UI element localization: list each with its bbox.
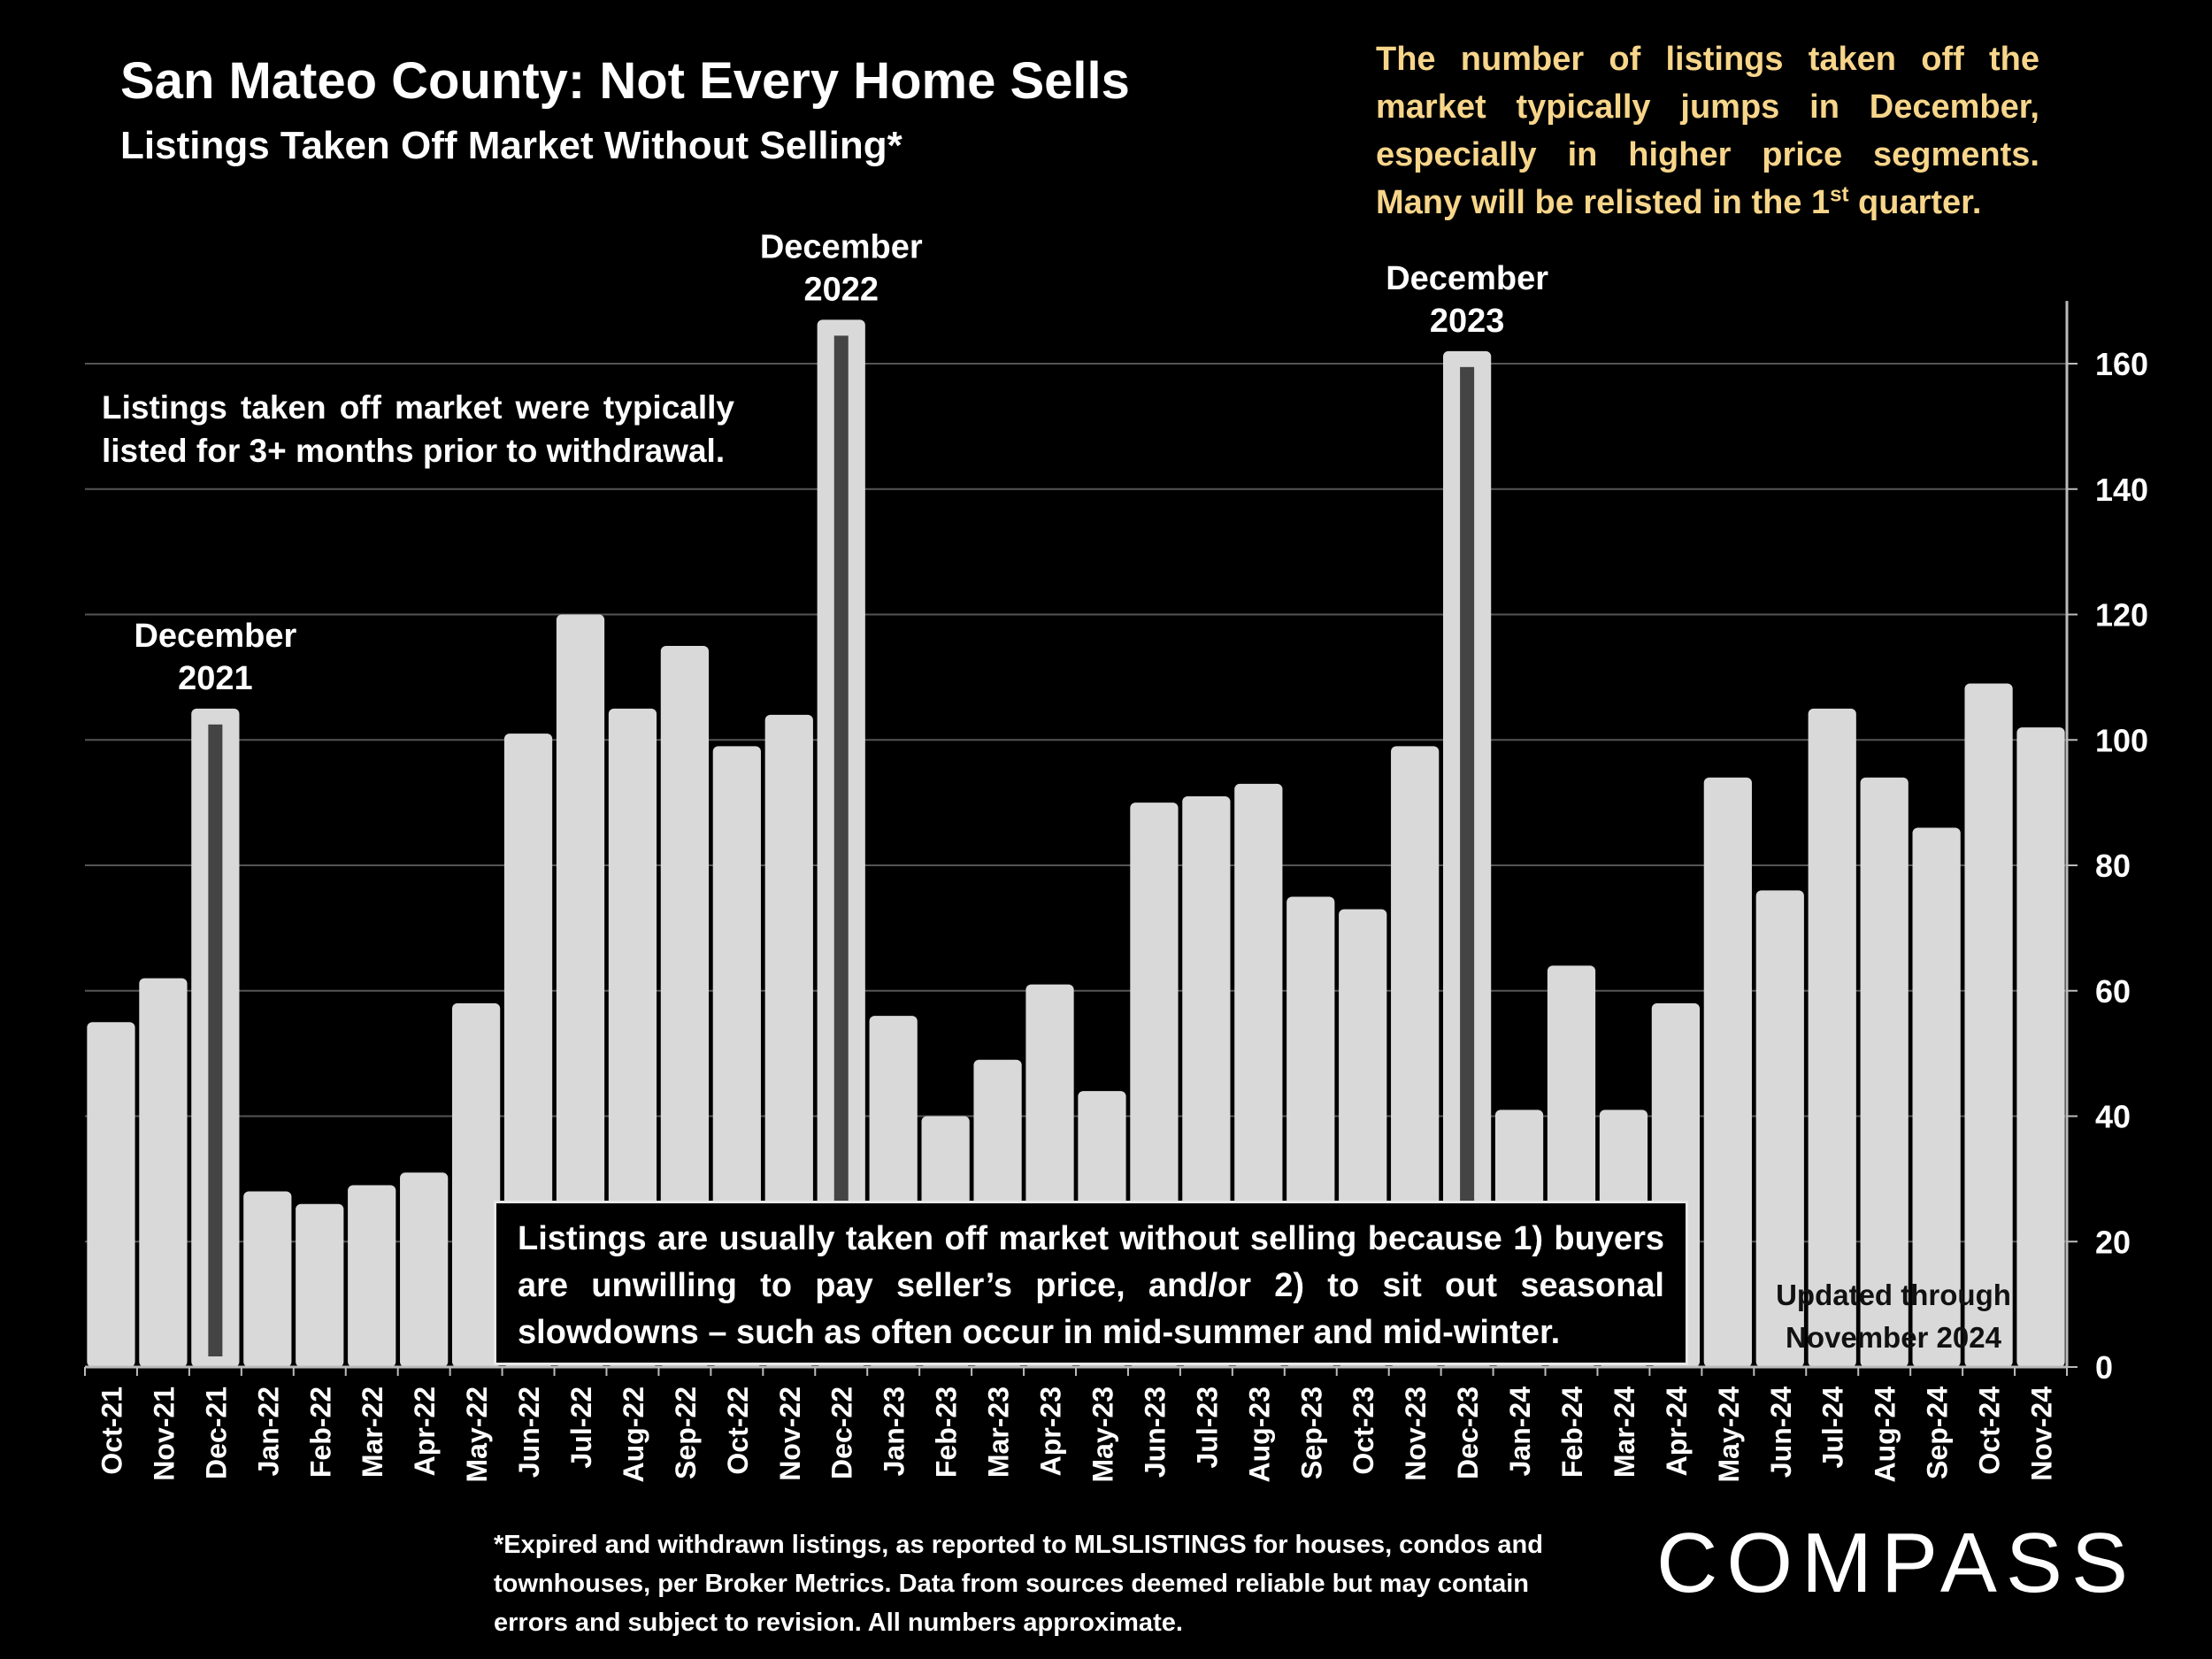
x-tick-label: Oct-23 bbox=[1348, 1386, 1379, 1475]
axes bbox=[84, 301, 2078, 1376]
bar-may-22 bbox=[451, 1002, 501, 1367]
bar-apr-22 bbox=[400, 1172, 449, 1367]
x-tick-label: Apr-24 bbox=[1661, 1386, 1693, 1477]
x-tick-label: Feb-22 bbox=[304, 1386, 336, 1478]
x-tick-label: Oct-22 bbox=[722, 1386, 754, 1475]
top-right-note-sup: st bbox=[1830, 182, 1849, 207]
y-tick-label: 0 bbox=[2095, 1349, 2113, 1386]
y-tick-label: 100 bbox=[2095, 722, 2148, 758]
bar-sep-24 bbox=[1912, 827, 1961, 1367]
top-right-note: The number of listings taken off the mar… bbox=[1376, 35, 2039, 227]
bar-nov-21 bbox=[139, 978, 188, 1367]
y-tick-label: 120 bbox=[2095, 597, 2148, 634]
x-tick-label: May-23 bbox=[1087, 1386, 1118, 1483]
gridlines bbox=[85, 363, 2067, 1243]
x-tick-label: Feb-24 bbox=[1556, 1386, 1588, 1478]
bar-nov-24 bbox=[2016, 727, 2065, 1367]
x-tick-label: Aug-24 bbox=[1870, 1386, 1901, 1483]
compass-logo: COMPASS bbox=[1656, 1516, 2137, 1610]
y-tick-label: 80 bbox=[2095, 848, 2131, 884]
x-tick-label: Sep-24 bbox=[1922, 1386, 1954, 1479]
x-tick-label: Dec-22 bbox=[826, 1386, 858, 1479]
bar-oct-24 bbox=[1964, 683, 2013, 1367]
x-tick-label: Mar-24 bbox=[1609, 1386, 1640, 1478]
bar-jul-24 bbox=[1808, 708, 1856, 1367]
annotation-line-2: 2021 bbox=[178, 660, 253, 697]
x-tick-label: Sep-23 bbox=[1295, 1386, 1327, 1479]
highlight-stripe-dec-23 bbox=[1460, 366, 1475, 1357]
x-tick-label: Nov-24 bbox=[2026, 1386, 2058, 1481]
x-tick-label: Jul-22 bbox=[565, 1386, 597, 1468]
x-tick-label: Sep-22 bbox=[670, 1386, 702, 1479]
x-tick-label: Nov-23 bbox=[1400, 1386, 1432, 1481]
x-tick-label: Mar-23 bbox=[983, 1386, 1015, 1478]
annotation-line-2: 2023 bbox=[1430, 303, 1505, 340]
updated-line-1: Updated through bbox=[1776, 1279, 2011, 1311]
bar-may-24 bbox=[1703, 777, 1752, 1367]
left-note: Listings taken off market were typically… bbox=[102, 389, 734, 469]
y-tick-labels: 0 20 40 60 80 100 120 140 160 bbox=[2095, 346, 2148, 1386]
top-right-note-text: The number of listings taken off the mar… bbox=[1376, 41, 2039, 221]
annotation-line-1: December bbox=[760, 228, 923, 265]
x-tick-label: Oct-21 bbox=[96, 1386, 127, 1475]
y-tick-label: 60 bbox=[2095, 973, 2131, 1010]
highlight-stripe-dec-21 bbox=[208, 724, 223, 1356]
bar-feb-22 bbox=[296, 1203, 344, 1367]
december-annotations: December 2021 December 2022 December 2023 bbox=[134, 228, 1548, 696]
x-tick-label: Oct-24 bbox=[1974, 1386, 2006, 1475]
x-tick-label: Jun-22 bbox=[513, 1386, 545, 1478]
x-tick-label: Aug-22 bbox=[618, 1386, 649, 1482]
x-tick-label: Nov-22 bbox=[774, 1386, 806, 1481]
x-tick-label: Apr-23 bbox=[1035, 1386, 1067, 1476]
x-tick-label: Aug-23 bbox=[1243, 1386, 1275, 1482]
highlight-stripe-dec-22 bbox=[833, 335, 849, 1357]
chart-subtitle: Listings Taken Off Market Without Sellin… bbox=[120, 124, 902, 167]
annotation-line-2: 2022 bbox=[803, 271, 879, 308]
x-tick-label: May-22 bbox=[461, 1386, 493, 1483]
chart-title: San Mateo County: Not Every Home Sells bbox=[120, 52, 1130, 110]
bar-jan-22 bbox=[243, 1191, 292, 1367]
x-tick-label: Dec-21 bbox=[200, 1386, 232, 1479]
bar-jul-22 bbox=[556, 614, 605, 1367]
bar-oct-21 bbox=[87, 1022, 135, 1367]
x-tick-label: May-24 bbox=[1713, 1386, 1745, 1483]
x-tick-label: Apr-22 bbox=[409, 1386, 441, 1476]
y-tick-label: 40 bbox=[2095, 1099, 2131, 1135]
x-tick-label: Jun-24 bbox=[1765, 1386, 1797, 1478]
annotation-line-1: December bbox=[134, 618, 296, 655]
bar-jun-24 bbox=[1755, 890, 1804, 1367]
x-tick-label: Feb-23 bbox=[931, 1386, 963, 1478]
annotation-line-1: December bbox=[1386, 260, 1548, 297]
updated-line-2: November 2024 bbox=[1786, 1321, 2001, 1354]
explanation-box: Listings are usually taken off market wi… bbox=[494, 1201, 1688, 1365]
x-tick-label: Jul-23 bbox=[1191, 1386, 1223, 1468]
x-tick-label: Jan-24 bbox=[1504, 1386, 1536, 1477]
bar-mar-22 bbox=[348, 1185, 396, 1367]
x-tick-label: Mar-22 bbox=[357, 1386, 388, 1478]
x-tick-labels: Oct-21 Nov-21 Dec-21 Jan-22 Feb-22 Mar-22 Apr-… bbox=[96, 1386, 2057, 1483]
y-tick-label: 20 bbox=[2095, 1224, 2131, 1260]
x-tick-label: Jan-22 bbox=[252, 1386, 284, 1476]
x-tick-label: Jan-23 bbox=[879, 1386, 910, 1476]
x-tick-label: Jul-24 bbox=[1817, 1386, 1849, 1469]
top-right-note-tail: quarter. bbox=[1848, 184, 1982, 221]
x-tick-label: Dec-23 bbox=[1452, 1386, 1484, 1479]
y-tick-label: 140 bbox=[2095, 472, 2148, 508]
x-tick-label: Nov-21 bbox=[148, 1386, 180, 1481]
x-tick-label: Jun-23 bbox=[1139, 1386, 1171, 1478]
bar-aug-24 bbox=[1860, 777, 1909, 1367]
y-tick-label: 160 bbox=[2095, 346, 2148, 382]
updated-note: Updated through November 2024 bbox=[1743, 1274, 2044, 1359]
bar-sep-22 bbox=[660, 645, 710, 1367]
footnote: *Expired and withdrawn listings, as repo… bbox=[494, 1531, 1543, 1637]
